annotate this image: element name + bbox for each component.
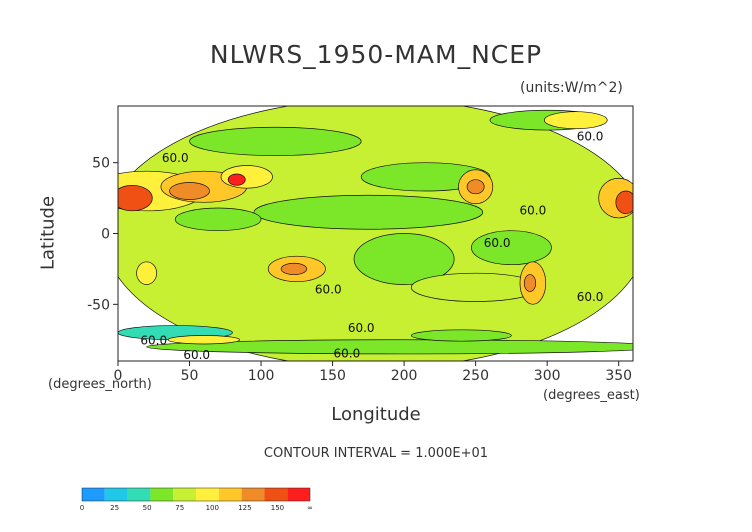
x-tick-label-1: 50 — [181, 368, 199, 384]
field-region-11 — [410, 329, 512, 342]
colorbar-swatch-3 — [150, 488, 174, 501]
field-region-27 — [280, 262, 308, 275]
colorbar-tick-label-1: 25 — [110, 504, 119, 512]
colorbar-tick-label-7: ∞ — [307, 504, 313, 512]
field-region-24 — [169, 182, 210, 200]
x-axis-unit-note: (degrees_east) — [543, 388, 640, 403]
field-region-25 — [227, 173, 246, 186]
field-region-23 — [615, 190, 633, 215]
y-axis-label: Latitude — [37, 195, 59, 271]
colorbar-swatch-6 — [218, 488, 242, 501]
field-region-19 — [136, 261, 157, 285]
field-region-9 — [146, 339, 633, 355]
colorbar-swatch-9 — [287, 488, 310, 501]
contour-label-6: 60.0 — [348, 321, 375, 335]
x-tick-label-0: 0 — [114, 368, 123, 384]
colorbar-swatch-5 — [196, 488, 219, 501]
field-region-7 — [189, 126, 362, 156]
contour-label-5: 60.0 — [577, 290, 604, 304]
field-region-26 — [466, 179, 485, 195]
x-tick-label-6: 300 — [534, 368, 561, 384]
y-tick-label-0: 50 — [92, 156, 110, 172]
colorbar-tick-label-5: 125 — [238, 504, 251, 512]
colorbar-swatch-8 — [264, 488, 288, 501]
colorbar-swatch-4 — [173, 488, 196, 501]
colorbar-swatch-7 — [241, 488, 265, 501]
contour-label-0: 60.0 — [577, 130, 604, 144]
field-region-22 — [118, 184, 153, 212]
contour-labels: 60.0 60.0 60.0 60.0 60.0 60.0 60.0 60.0 60.0 60.0 — [140, 130, 603, 362]
field-region-20 — [543, 111, 608, 130]
x-tick-label-3: 150 — [319, 368, 346, 384]
x-tick-label-5: 250 — [462, 368, 489, 384]
contour-label-2: 60.0 — [520, 203, 547, 217]
colorbar-frame — [81, 487, 311, 502]
contour-label-1: 60.0 — [162, 151, 189, 165]
field-region-2 — [353, 233, 455, 285]
y-axis-unit-note: (degrees_north) — [48, 377, 152, 392]
colorbar: 0 25 50 75 100 125 150 ∞ — [80, 487, 313, 512]
colorbar-tick-label-6: 150 — [271, 504, 284, 512]
colorbar-tick-label-3: 75 — [175, 504, 184, 512]
colorbar-tick-label-2: 50 — [143, 504, 152, 512]
x-tick-label-7: 350 — [605, 368, 632, 384]
field-region-28 — [523, 274, 537, 292]
x-tick-label-4: 200 — [391, 368, 418, 384]
contour-label-3: 60.0 — [484, 236, 511, 250]
field-region-14 — [220, 165, 273, 189]
contour-interval-text: CONTOUR INTERVAL = 1.000E+01 — [263, 446, 489, 461]
field-region-1 — [253, 194, 484, 230]
x-tick-label-2: 100 — [248, 368, 275, 384]
field-region-4 — [174, 207, 262, 232]
colorbar-tick-label-4: 100 — [206, 504, 219, 512]
contour-label-4: 60.0 — [315, 283, 342, 297]
colorbar-swatch-2 — [127, 488, 151, 501]
contour-label-8: 60.0 — [183, 348, 210, 362]
y-tick-label-1: 0 — [101, 227, 110, 243]
colorbar-tick-label-0: 0 — [80, 504, 84, 512]
units-label: (units:W/m^2) — [520, 80, 623, 96]
contour-label-7: 60.0 — [140, 334, 167, 348]
colorbar-swatch-0 — [82, 488, 105, 501]
heatmap-field — [118, 106, 633, 361]
y-tick-label-2: -50 — [87, 297, 110, 313]
field-region-21 — [167, 335, 240, 345]
field-region-3 — [470, 230, 552, 266]
colorbar-swatch-1 — [104, 488, 128, 501]
x-axis-label: Longitude — [331, 404, 421, 425]
chart-title: NLWRS_1950-MAM_NCEP — [209, 40, 543, 69]
contour-label-9: 60.0 — [334, 346, 361, 360]
axis-ticks: 0 50 100 150 200 250 300 350 50 0 -50 — [87, 156, 632, 384]
